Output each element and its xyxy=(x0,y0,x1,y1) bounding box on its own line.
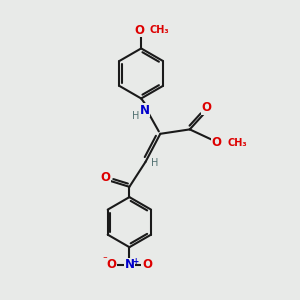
Text: N: N xyxy=(124,258,134,271)
Text: O: O xyxy=(100,172,110,184)
Text: CH₃: CH₃ xyxy=(227,138,247,148)
Text: H: H xyxy=(151,158,159,168)
Text: CH₃: CH₃ xyxy=(149,25,169,35)
Text: N: N xyxy=(140,104,150,117)
Text: O: O xyxy=(211,136,221,149)
Text: +: + xyxy=(132,257,138,266)
Text: O: O xyxy=(135,24,145,37)
Text: H: H xyxy=(132,110,139,121)
Text: O: O xyxy=(142,258,152,271)
Text: ⁻: ⁻ xyxy=(103,255,108,264)
Text: O: O xyxy=(107,258,117,271)
Text: O: O xyxy=(202,101,212,114)
